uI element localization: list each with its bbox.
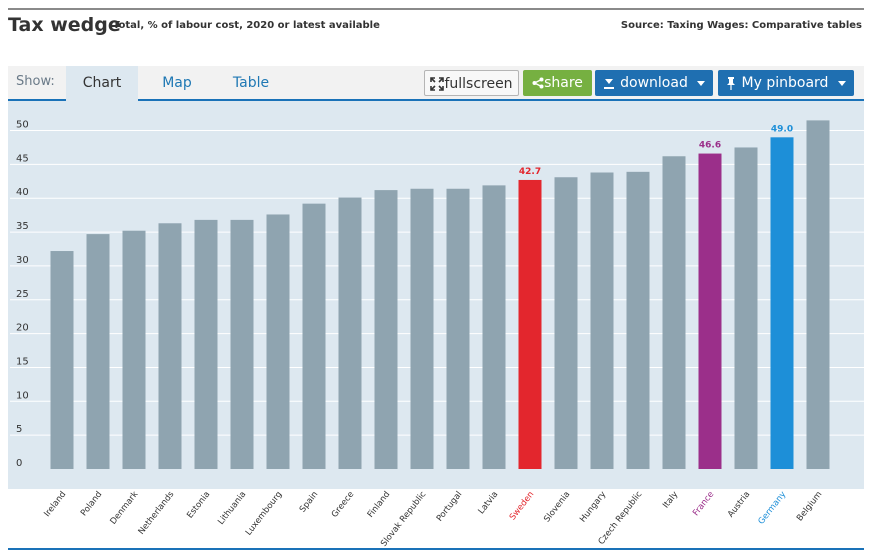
x-tick-label: Denmark [108, 490, 140, 527]
y-tick-label: 25 [16, 289, 29, 300]
x-tick-label: Portugal [435, 490, 465, 524]
x-tick-label: Belgium [795, 490, 824, 524]
x-tick-label: Finland [366, 490, 393, 520]
bar [230, 219, 254, 469]
bar [50, 251, 74, 469]
bar [158, 223, 182, 469]
x-tick-label: Ireland [42, 490, 68, 519]
tab-table[interactable]: Table [232, 75, 270, 91]
y-tick-label: 30 [16, 255, 29, 266]
tab-chart[interactable]: Chart [66, 66, 138, 101]
pinboard-button[interactable]: My pinboard [718, 70, 854, 96]
x-tick-label: Slovenia [542, 490, 572, 525]
x-tick-label: Netherlands [137, 489, 177, 536]
y-tick-label: 50 [16, 120, 29, 131]
chart-source[interactable]: Source: Taxing Wages: Comparative tables [620, 20, 862, 31]
bar [86, 234, 110, 469]
x-tick-label: Luxembourg [244, 490, 285, 538]
show-label: Show: [16, 74, 55, 89]
x-tick-label: Sweden [508, 490, 537, 523]
bar [302, 203, 326, 469]
x-tick-label: Greece [330, 490, 357, 520]
x-tick-label: France [691, 490, 716, 518]
x-tick-label: Lithuania [216, 490, 248, 527]
caret-down-icon [837, 81, 846, 86]
tab-map[interactable]: Map [162, 75, 192, 91]
bar [518, 179, 542, 469]
y-tick-label: 10 [16, 390, 29, 401]
bar [770, 137, 794, 470]
bar [374, 190, 398, 469]
fullscreen-icon [430, 77, 445, 91]
share-label: share [544, 75, 583, 91]
fullscreen-label: fullscreen [444, 76, 513, 92]
fullscreen-button[interactable]: fullscreen [424, 70, 519, 96]
y-tick-label: 40 [16, 187, 29, 198]
x-tick-label: Latvia [477, 490, 501, 517]
x-tick-label: Estonia [185, 490, 212, 521]
header-rule [8, 8, 864, 10]
data-label: 46.6 [699, 141, 721, 151]
chart-title: Tax wedge [8, 14, 121, 36]
footer-rule [8, 548, 864, 550]
share-icon [532, 77, 544, 89]
bar [482, 185, 506, 469]
y-tick-label: 0 [16, 458, 22, 469]
bar [266, 214, 290, 469]
toolbar-underline [8, 99, 864, 101]
bar [446, 188, 470, 469]
y-tick-label: 5 [16, 424, 22, 435]
y-tick-label: 15 [16, 356, 29, 367]
data-label: 42.7 [519, 167, 541, 177]
bar [122, 230, 146, 469]
x-tick-label: Austria [726, 490, 752, 520]
bar [734, 147, 758, 469]
x-tick-label: Poland [79, 490, 104, 519]
bar [626, 171, 650, 470]
bar [698, 153, 722, 470]
y-tick-label: 20 [16, 323, 29, 334]
bar [194, 219, 218, 469]
bar [806, 120, 830, 469]
pinboard-label: My pinboard [741, 75, 829, 91]
bar [662, 156, 686, 469]
bar [554, 177, 578, 469]
bar [410, 188, 434, 469]
bar [590, 172, 614, 469]
x-tick-label: Hungary [578, 490, 608, 525]
y-tick-label: 45 [16, 153, 29, 164]
chart-subtitle: Total, % of labour cost, 2020 or latest … [113, 20, 380, 31]
x-tick-label: Germany [756, 490, 788, 527]
download-label: download [620, 75, 688, 91]
bar [338, 197, 362, 470]
x-tick-label: Spain [298, 490, 321, 515]
download-button[interactable]: download [595, 70, 713, 96]
download-icon [603, 79, 614, 89]
pin-icon [727, 77, 736, 90]
share-button[interactable]: share [523, 70, 592, 96]
x-tick-label: Italy [661, 490, 680, 511]
caret-down-icon [697, 81, 706, 86]
data-label: 49.0 [771, 124, 793, 134]
y-tick-label: 35 [16, 221, 29, 232]
